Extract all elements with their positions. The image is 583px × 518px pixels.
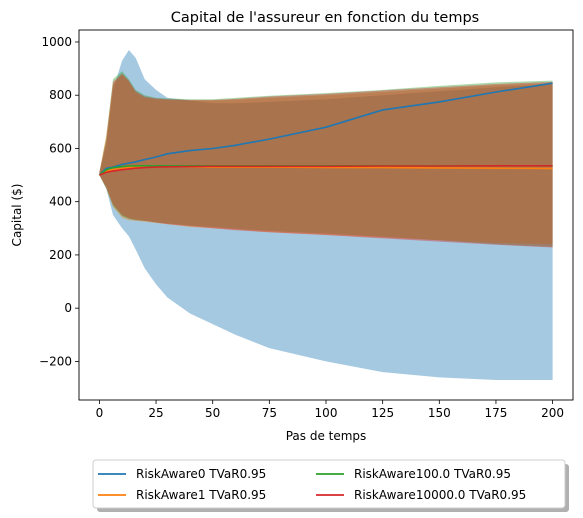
y-tick-label: 400 (49, 195, 72, 209)
legend-label-1: RiskAware0 TVaR0.95 (136, 467, 266, 481)
x-tick-label: 175 (485, 406, 508, 420)
y-axis-title: Capital ($) (10, 184, 24, 247)
mean-lines (98, 82, 553, 176)
band-series-3 (99, 71, 553, 247)
y-tick-label: 1000 (41, 35, 72, 49)
x-axis: 0 25 50 75 100 125 150 175 200 (96, 400, 564, 420)
x-tick-label: 25 (148, 406, 163, 420)
line-series-4 (99, 165, 553, 176)
x-tick-label: 200 (541, 406, 564, 420)
y-tick-label: 600 (49, 141, 72, 155)
x-axis-title: Pas de temps (286, 429, 367, 443)
y-tick-label: 200 (49, 248, 72, 262)
y-tick-label: −200 (39, 354, 72, 368)
band-series-1 (99, 50, 553, 380)
x-tick-label: 100 (315, 406, 338, 420)
line-series-1 (98, 82, 553, 176)
band-series-4 (99, 73, 553, 248)
legend-label-2: RiskAware1 TVaR0.95 (136, 488, 266, 502)
chart-title: Capital de l'assureur en fonction du tem… (171, 10, 479, 26)
x-tick-label: 125 (371, 406, 394, 420)
y-axis: −200 0 200 400 600 800 1000 (39, 35, 79, 368)
legend-label-4: RiskAware10000.0 TVaR0.95 (354, 488, 526, 502)
legend-box (92, 459, 566, 509)
x-tick-label: 150 (428, 406, 451, 420)
x-tick-label: 50 (205, 406, 220, 420)
confidence-bands (99, 50, 553, 380)
y-tick-label: 0 (64, 301, 72, 315)
band-series-2 (99, 73, 553, 245)
x-tick-label: 75 (262, 406, 277, 420)
x-tick-label: 0 (96, 406, 104, 420)
legend-label-3: RiskAware100.0 TVaR0.95 (354, 467, 511, 481)
legend: RiskAware0 TVaR0.95 RiskAware1 TVaR0.95 Ri… (92, 459, 569, 512)
y-tick-label: 800 (49, 88, 72, 102)
